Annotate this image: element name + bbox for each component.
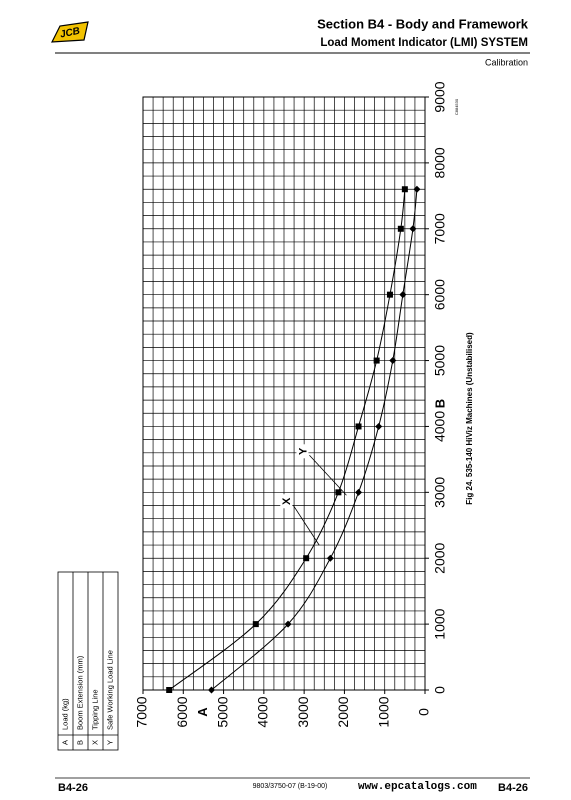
series-label: Y	[297, 447, 309, 455]
figure-code: C884530	[454, 98, 459, 115]
x-tick-label: 6000	[432, 279, 448, 310]
legend-key: Y	[105, 740, 114, 745]
marker	[373, 357, 380, 364]
y-tick-label: 0	[416, 708, 432, 716]
marker	[355, 488, 363, 496]
y-tick-label: 2000	[335, 696, 351, 727]
x-tick-label: 9000	[432, 81, 448, 112]
y-tick-label: 3000	[295, 696, 311, 727]
website: www.epcatalogs.com	[358, 781, 477, 793]
series-line	[168, 189, 406, 691]
y-tick-label: 1000	[375, 696, 391, 727]
x-tick-label: 5000	[432, 345, 448, 376]
page-number: B4-26	[498, 782, 528, 794]
marker	[207, 686, 215, 694]
marker	[375, 422, 383, 430]
leader-line	[309, 455, 347, 496]
marker	[386, 291, 393, 298]
marker	[389, 357, 397, 365]
legend-text: Safe Working Load Line	[105, 650, 114, 730]
marker	[335, 489, 342, 496]
legend-text: Load (kg)	[60, 698, 69, 730]
y-tick-label: 7000	[134, 696, 150, 727]
marker	[409, 225, 417, 233]
x-tick-label: 0	[432, 686, 448, 694]
marker	[355, 423, 362, 430]
marker	[166, 687, 173, 693]
plot-frame	[142, 96, 426, 691]
series-line	[211, 189, 418, 691]
legend-text: Tipping Line	[90, 689, 99, 730]
legend-text: Boom Extension (mm)	[75, 655, 84, 730]
figure-caption: Fig 24. 535-140 HiViz Machines (Unstabil…	[465, 332, 474, 505]
x-axis-title: B	[432, 399, 447, 408]
logo: JCB	[50, 21, 89, 43]
legend-key: X	[90, 740, 99, 745]
section-title: Section B4 - Body and Framework	[317, 16, 529, 31]
x-tick-label: 4000	[432, 411, 448, 442]
y-axis-title: A	[195, 707, 210, 717]
label-box	[280, 494, 293, 509]
marker	[401, 186, 408, 193]
label-box	[296, 444, 309, 459]
x-tick-label: 2000	[432, 542, 448, 573]
marker	[284, 620, 292, 628]
legend-key: B	[75, 740, 84, 745]
x-tick-label: 3000	[432, 477, 448, 508]
topic: Calibration	[485, 57, 528, 67]
marker	[303, 555, 310, 562]
x-tick-label: 7000	[432, 213, 448, 244]
doc-number: 9803/3750-07 (B-19-00)	[253, 783, 328, 790]
marker	[326, 554, 334, 562]
marker	[413, 185, 421, 193]
legend-key: A	[60, 740, 69, 745]
marker	[397, 225, 404, 232]
legend-table: A Load (kg) B Boom Extension (mm) X Tipping L…	[57, 571, 119, 751]
leader-line	[292, 505, 320, 546]
x-tick-label: 8000	[432, 147, 448, 178]
marker	[252, 621, 259, 628]
subtitle: Load Moment Indicator (LMI) SYSTEM	[320, 37, 528, 49]
y-tick-label: 5000	[214, 696, 230, 727]
series-label: X	[281, 497, 293, 505]
chart: 0 1000 2000 3000 4000 5000 6000 7000 8000 9000 0 10…	[134, 81, 474, 727]
page-number: B4-26	[58, 782, 88, 794]
y-tick-label: 4000	[255, 696, 271, 727]
logo-text: JCB	[59, 26, 81, 41]
marker	[399, 291, 407, 299]
x-tick-label: 1000	[432, 608, 448, 639]
y-tick-label: 6000	[174, 696, 190, 727]
